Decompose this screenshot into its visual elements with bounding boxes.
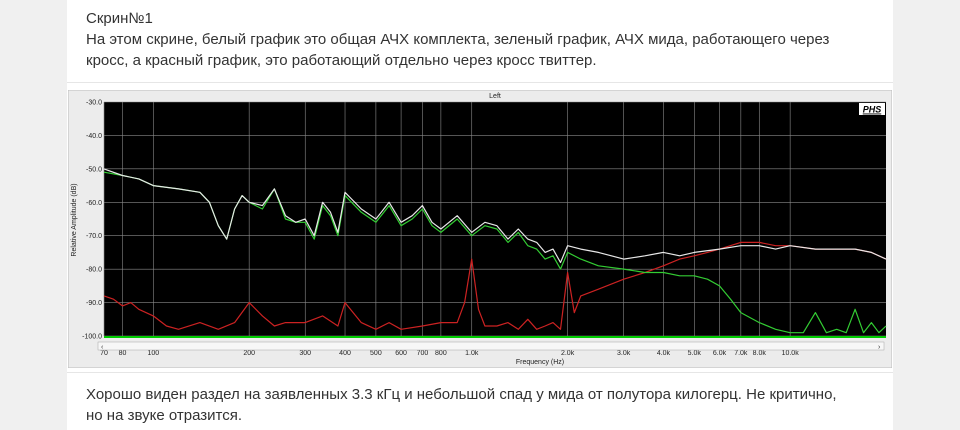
y-tick-label: -60.0 bbox=[86, 200, 102, 207]
y-tick-label: -40.0 bbox=[86, 133, 102, 140]
chart-title: Left bbox=[489, 93, 501, 100]
x-tick-label: 7.0k bbox=[734, 350, 748, 357]
series-layer bbox=[103, 168, 887, 334]
x-tick-label: 80 bbox=[119, 350, 127, 357]
watermark-box bbox=[859, 103, 885, 115]
y-tick-label: -30.0 bbox=[86, 100, 102, 107]
scroll-left-arrow-icon[interactable]: ‹ bbox=[101, 344, 104, 351]
y-tick-label: -100.0 bbox=[82, 334, 102, 341]
post-heading: Скрин№1 bbox=[86, 10, 153, 27]
x-tick-label: 4.0k bbox=[657, 350, 671, 357]
series-line-0 bbox=[103, 168, 887, 264]
x-tick-label: 2.0k bbox=[561, 350, 575, 357]
frequency-response-screenshot: Left PHS -30.0 -40.0 -50.0 -60.0 -70.0 -80.0-… bbox=[67, 89, 893, 369]
x-tick-label: 700 bbox=[417, 350, 429, 357]
scroll-right-arrow-icon[interactable]: › bbox=[878, 344, 881, 351]
x-tick-label: 600 bbox=[395, 350, 407, 357]
y-tick-label: -70.0 bbox=[86, 233, 102, 240]
y-tick-label: -90.0 bbox=[86, 300, 102, 307]
horizontal-scrollbar[interactable] bbox=[97, 341, 885, 351]
divider-bottom bbox=[67, 372, 893, 373]
y-tick-label: -80.0 bbox=[86, 267, 102, 274]
x-tick-label: 5.0k bbox=[688, 350, 702, 357]
x-tick-label: 500 bbox=[370, 350, 382, 357]
y-axis-label: Relative Amplitude (dB) bbox=[71, 183, 78, 256]
x-tick-label: 800 bbox=[435, 350, 447, 357]
x-tick-label: 100 bbox=[147, 350, 159, 357]
x-tick-label: 300 bbox=[299, 350, 311, 357]
y-axis-ticks: -30.0 -40.0 -50.0 -60.0 -70.0 -80.0 -90.0 -100.… bbox=[82, 100, 102, 341]
x-tick-label: 10.0k bbox=[782, 350, 800, 357]
x-tick-label: 6.0k bbox=[713, 350, 727, 357]
frequency-response-chart: Left PHS -30.0-40.0-50.0-60.0-70.0-80.0-… bbox=[67, 89, 893, 369]
x-axis-label: Frequency (Hz) bbox=[516, 359, 564, 366]
x-tick-label: 400 bbox=[339, 350, 351, 357]
x-axis-ticks: 70 80 100 200 300 400 500 600 700 800 1.0k 2.0k 3.0k… bbox=[100, 350, 799, 357]
post-caption-top: На этом скрине, белый график это общая А… bbox=[86, 31, 830, 69]
series-line-2 bbox=[103, 241, 887, 330]
post-text-top: Скрин№1 На этом скрине, белый график это… bbox=[86, 8, 846, 71]
x-tick-label: 3.0k bbox=[617, 350, 631, 357]
divider-top bbox=[67, 82, 893, 83]
y-tick-label: -50.0 bbox=[86, 166, 102, 173]
plot-area bbox=[104, 102, 886, 338]
x-tick-label: 8.0k bbox=[753, 350, 767, 357]
watermark-logo: PHS bbox=[863, 105, 882, 115]
x-tick-label: 1.0k bbox=[465, 350, 479, 357]
x-tick-label: 200 bbox=[243, 350, 255, 357]
post-caption-bottom: Хорошо виден раздел на заявленных 3.3 кГ… bbox=[86, 386, 837, 424]
x-tick-label: 70 bbox=[100, 350, 108, 357]
